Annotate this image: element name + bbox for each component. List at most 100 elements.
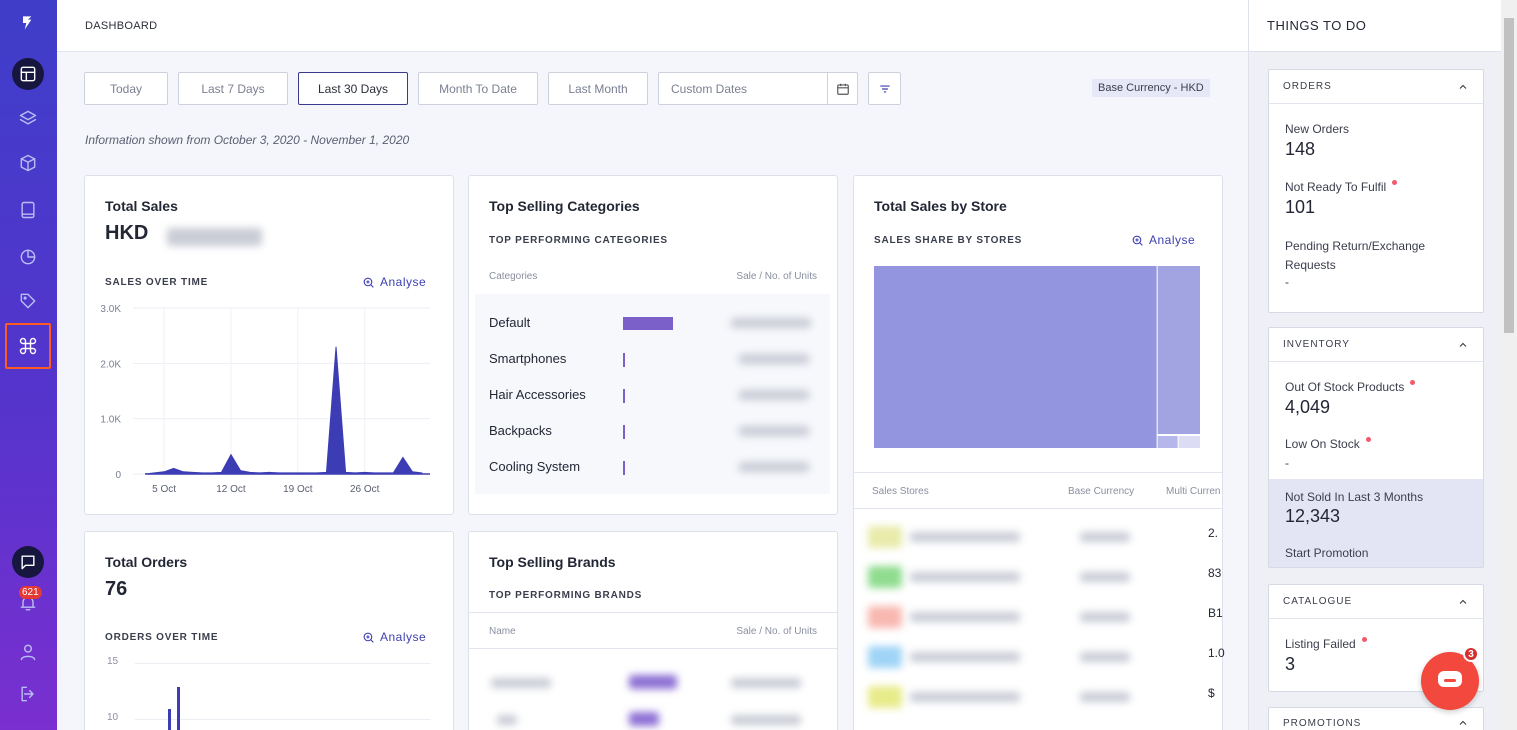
base-currency-badge: Base Currency - HKD [1092, 79, 1210, 97]
filter-month-to-date-button[interactable]: Month To Date [418, 72, 538, 105]
total-sales-value-blurred [167, 228, 262, 246]
logo-icon[interactable] [9, 4, 47, 42]
new-orders-value[interactable]: 148 [1285, 139, 1316, 159]
sales-over-time-label: SALES OVER TIME [105, 277, 209, 288]
support-chat-button[interactable]: 3 [1421, 646, 1479, 710]
treemap-cell-tiny [1178, 436, 1200, 448]
sales-over-time-chart: 0 1.0K 2.0K 3.0K 5 Oct 12 Oct 19 Oct 26 Oct [100, 304, 430, 495]
scrollbar-thumb[interactable] [1504, 18, 1514, 333]
notification-bell-icon[interactable]: 621 [9, 584, 47, 622]
out-of-stock-value[interactable]: 4,049 [1285, 397, 1331, 417]
y-tick-label: 0 [115, 470, 121, 481]
orders-section: ORDERS New Orders 148 Not Ready To Fulfi… [1268, 69, 1484, 313]
out-of-stock-item[interactable]: Out Of Stock Products [1285, 380, 1416, 394]
listing-failed-label: Listing Failed [1285, 637, 1356, 651]
user-icon[interactable] [9, 633, 47, 671]
store-analyse-link[interactable]: Analyse [1131, 233, 1195, 247]
listing-failed-item[interactable]: Listing Failed [1285, 637, 1367, 651]
custom-dates-input[interactable]: Custom Dates [658, 72, 858, 105]
not-sold-value: 12,343 [1285, 506, 1341, 526]
promotions-section-header[interactable]: PROMOTIONS [1269, 708, 1483, 730]
inventory-section: INVENTORY Out Of Stock Products 4,049 Lo… [1268, 327, 1484, 568]
listing-failed-value[interactable]: 3 [1285, 654, 1296, 674]
filter-icon[interactable] [868, 72, 901, 105]
chevron-up-icon [1459, 342, 1467, 347]
tag-icon[interactable] [9, 282, 47, 320]
total-sales-currency: HKD [105, 222, 149, 244]
divider [854, 508, 1222, 509]
category-sale-blurred [739, 354, 809, 364]
orders-section-header[interactable]: ORDERS [1269, 70, 1483, 104]
things-to-do-title: THINGS TO DO [1249, 0, 1501, 52]
chat-unread-count: 3 [1463, 646, 1479, 662]
chat-bubble-icon [1438, 671, 1462, 687]
not-ready-label: Not Ready To Fulfil [1285, 180, 1387, 194]
brand-name-blurred [497, 715, 517, 725]
orders-analyse-link[interactable]: Analyse [362, 630, 426, 644]
orders-analyse-label: Analyse [380, 630, 427, 644]
store-color-swatch [868, 526, 902, 548]
total-orders-card: Total Orders 76 ORDERS OVER TIME Analyse… [84, 531, 454, 730]
store-color-swatch [868, 646, 902, 668]
filter-today-button[interactable]: Today [84, 72, 168, 105]
date-range-info: Information shown from October 3, 2020 -… [85, 133, 410, 147]
box-icon[interactable] [9, 144, 47, 182]
chat-icon[interactable] [12, 546, 44, 578]
categories-column-header: Categories [489, 271, 538, 282]
book-icon[interactable] [9, 191, 47, 229]
alert-dot [1392, 180, 1398, 185]
category-share-bar [623, 317, 673, 330]
pie-chart-icon[interactable] [9, 238, 47, 276]
category-sale-blurred [739, 462, 809, 472]
top-categories-title: Top Selling Categories [489, 198, 640, 214]
divider [469, 648, 837, 649]
x-tick-label: 5 Oct [152, 484, 176, 495]
pending-return-value[interactable]: - [1285, 275, 1289, 289]
store-analyse-label: Analyse [1149, 233, 1196, 247]
total-orders-title: Total Orders [105, 554, 188, 570]
logout-icon[interactable] [9, 675, 47, 713]
start-promotion-link[interactable]: Start Promotion [1285, 546, 1369, 560]
category-share-bar [623, 389, 625, 403]
store-color-swatch [868, 686, 902, 708]
sidebar: 621 [0, 0, 57, 730]
top-brands-card: Top Selling Brands TOP PERFORMING BRANDS… [468, 531, 838, 730]
not-ready-value[interactable]: 101 [1285, 197, 1316, 217]
brand-name-blurred [491, 678, 551, 688]
store-multi-currency-value: $ [1208, 686, 1215, 700]
not-ready-to-fulfil-item[interactable]: Not Ready To Fulfil [1285, 180, 1398, 194]
filter-last-30-days-button[interactable]: Last 30 Days [298, 72, 408, 105]
new-orders-label[interactable]: New Orders [1285, 122, 1350, 136]
dashboard-icon[interactable] [12, 58, 44, 90]
store-multi-currency-value: 1.0 [1208, 646, 1225, 660]
total-sales-card: Total Sales HKD SALES OVER TIME Analyse … [84, 175, 454, 515]
brand-sale-blurred [731, 715, 801, 725]
low-on-stock-value[interactable]: - [1285, 456, 1289, 470]
out-of-stock-label: Out Of Stock Products [1285, 380, 1405, 394]
x-tick-label: 26 Oct [350, 484, 380, 495]
not-sold-highlight[interactable] [1269, 479, 1483, 567]
layers-icon[interactable] [9, 99, 47, 137]
page-scrollbar[interactable] [1501, 0, 1517, 730]
store-name-blurred [910, 692, 1020, 702]
inventory-section-title: INVENTORY [1283, 339, 1350, 350]
brand-sale-blurred [731, 678, 801, 688]
page-title: DASHBOARD [57, 0, 1248, 52]
sales-analyse-link[interactable]: Analyse [362, 275, 426, 289]
catalogue-section-title: CATALOGUE [1283, 596, 1353, 607]
custom-dates-placeholder: Custom Dates [671, 81, 748, 96]
command-icon[interactable] [5, 323, 51, 369]
filter-last-month-button[interactable]: Last Month [548, 72, 648, 105]
low-on-stock-item[interactable]: Low On Stock [1285, 437, 1371, 451]
pending-return-label[interactable]: Pending Return/Exchange Requests [1285, 239, 1426, 272]
catalogue-section-header[interactable]: CATALOGUE [1269, 585, 1483, 619]
inventory-section-header[interactable]: INVENTORY [1269, 328, 1483, 362]
store-color-swatch [868, 566, 902, 588]
orders-y-tick-10: 10 [107, 712, 119, 723]
category-name: Hair Accessories [489, 387, 586, 402]
filter-last-7-days-button[interactable]: Last 7 Days [178, 72, 288, 105]
store-name-blurred [910, 532, 1020, 542]
calendar-icon[interactable] [827, 73, 857, 104]
divider [854, 472, 1222, 473]
category-name: Cooling System [489, 459, 581, 474]
